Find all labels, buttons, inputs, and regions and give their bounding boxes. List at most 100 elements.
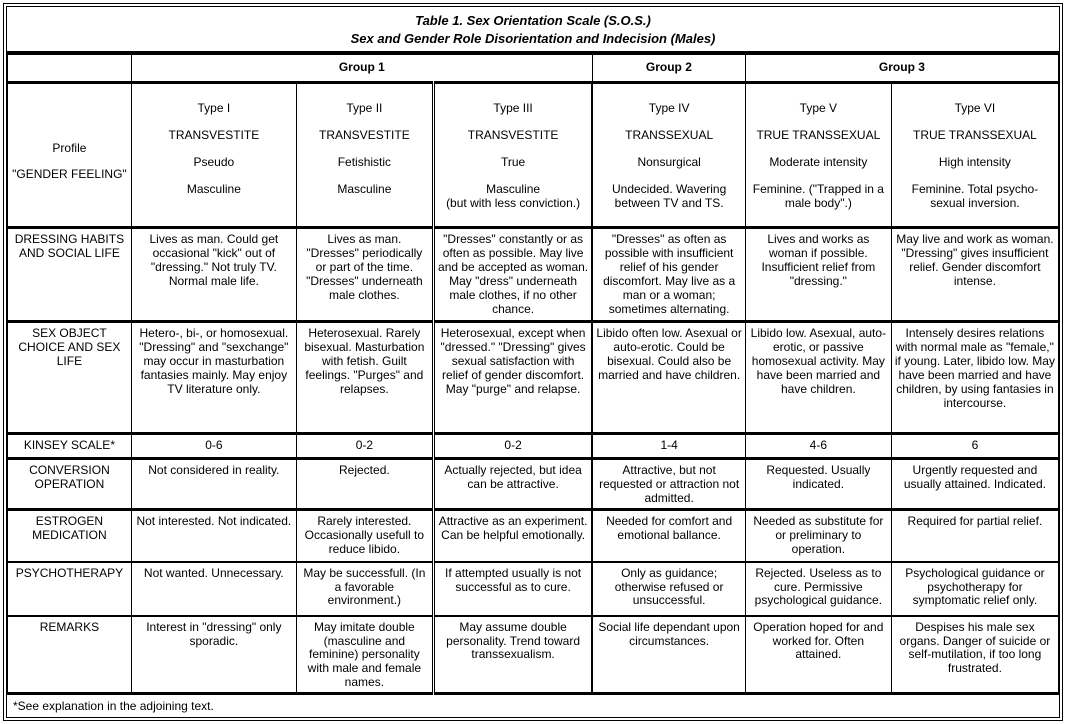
profile-cell-type-iv: Type IV TRANSSEXUAL Nonsurgical Undecide… <box>591 82 746 230</box>
table-cell: 6 <box>890 433 1059 461</box>
type-label: Type II <box>346 101 383 115</box>
group-3-header: Group 3 <box>744 54 1059 85</box>
type-variant: Moderate intensity <box>769 154 868 169</box>
type-feeling: Undecided. Wavering between TV and TS. <box>611 181 727 210</box>
table-cell: May live and work as woman. "Dressing" g… <box>890 227 1059 324</box>
profile-cell-type-vi: Type VI TRUE TRANSSEXUAL High intensity … <box>890 82 1059 230</box>
type-label: Type V <box>799 101 838 115</box>
profile-header-label: Profile <box>52 141 87 155</box>
table-cell: "Dresses" as often as possible with insu… <box>591 227 746 324</box>
row-header-profile: Profile "GENDER FEELING" <box>7 82 132 230</box>
table-cell: Required for partial relief. <box>890 509 1059 563</box>
dressing-habits-row: DRESSING HABITS AND SOCIAL LIFE Lives as… <box>7 227 1059 324</box>
table-cell: Despises his male sex organs. Danger of … <box>890 615 1059 696</box>
table-cell: May imitate double (masculine and femini… <box>295 615 434 696</box>
row-header-conversion-operation: CONVERSION OPERATION <box>7 458 132 512</box>
table-cell: Not considered in reality. <box>130 458 297 512</box>
table-cell: Intensely desires relations with normal … <box>890 321 1059 436</box>
psychotherapy-row: PSYCHOTHERAPY Not wanted. Unnecessary. M… <box>7 561 1059 617</box>
table-cell: Rejected. Useless as to cure. Permissive… <box>744 561 892 617</box>
table-cell: Lives as man. "Dresses" periodically or … <box>295 227 434 324</box>
type-variant: Nonsurgical <box>637 154 701 169</box>
table-cell: Urgently requested and usually attained.… <box>890 458 1059 512</box>
type-feeling: Masculine (but with less conviction.) <box>446 181 581 210</box>
type-variant: Fetishistic <box>337 154 392 169</box>
table-cell: Requested. Usually indicated. <box>744 458 892 512</box>
table-cell: "Dresses" constantly or as often as poss… <box>431 227 593 324</box>
profile-cell-type-ii: Type II TRANSVESTITE Fetishistic Masculi… <box>295 82 434 230</box>
profile-cell-type-iii: Type III TRANSVESTITE True Masculine (bu… <box>431 82 593 230</box>
type-name: TRANSVESTITE <box>168 127 260 142</box>
type-name: TRUE TRANSSEXUAL <box>913 127 1037 142</box>
table-cell: Rarely interested. Occasionally usefull … <box>295 509 434 563</box>
table-cell: Social life dependant upon circumstances… <box>591 615 746 696</box>
profile-cell-type-v: Type V TRUE TRANSSEXUAL Moderate intensi… <box>744 82 892 230</box>
inner-frame: Table 1. Sex Orientation Scale (S.O.S.) … <box>6 6 1060 718</box>
footnotes-block: *See explanation in the adjoining text. … <box>7 695 1059 717</box>
estrogen-medication-row: ESTROGEN MEDICATION Not interested. Not … <box>7 509 1059 563</box>
conversion-operation-row: CONVERSION OPERATION Not considered in r… <box>7 458 1059 512</box>
table-cell: Not interested. Not indicated. <box>130 509 297 563</box>
table-title-line2: Sex and Gender Role Disorientation and I… <box>350 30 716 46</box>
kinsey-scale-row: KINSEY SCALE* 0-6 0-2 0-2 1-4 4-6 6 <box>7 433 1059 461</box>
table-cell: 1-4 <box>591 433 746 461</box>
row-header-sex-object-choice: SEX OBJECT CHOICE AND SEX LIFE <box>7 321 132 436</box>
table-cell: Operation hoped for and worked for. Ofte… <box>744 615 892 696</box>
group-header-row: Group 1 Group 2 Group 3 <box>7 54 1059 85</box>
table-cell: Hetero-, bi-, or homosexual. "Dressing" … <box>130 321 297 436</box>
table-cell: Heterosexual, except when "dressed." "Dr… <box>431 321 593 436</box>
table-cell: If attempted usually is not successful a… <box>431 561 593 617</box>
table-cell: Lives as man. Could get occasional "kick… <box>130 227 297 324</box>
table-cell: Attractive, but not requested or attract… <box>591 458 746 512</box>
type-variant: True <box>500 154 526 169</box>
profile-cell-type-i: Type I TRANSVESTITE Pseudo Masculine <box>130 82 297 230</box>
sos-table: Group 1 Group 2 Group 3 Profile "GENDER … <box>7 54 1059 696</box>
table-cell: 0-2 <box>295 433 434 461</box>
row-header-kinsey-scale: KINSEY SCALE* <box>7 433 132 461</box>
row-header-psychotherapy: PSYCHOTHERAPY <box>7 561 132 617</box>
table-cell: Interest in "dressing" only sporadic. <box>130 615 297 696</box>
corner-cell <box>7 54 132 85</box>
type-name: TRANSVESTITE <box>319 127 410 142</box>
table-cell: May be successfull. (In a favorable envi… <box>295 561 434 617</box>
type-name: TRUE TRANSSEXUAL <box>756 127 881 142</box>
gender-feeling-header-label: "GENDER FEELING" <box>12 166 127 181</box>
footnote-type-0: Type 0: normal sex orientation and ident… <box>13 715 1053 717</box>
table-cell: Heterosexual. Rarely bisexual. Masturbat… <box>295 321 434 436</box>
table-cell: Actually rejected, but idea can be attra… <box>431 458 593 512</box>
type-label: Type III <box>493 101 533 115</box>
row-header-remarks: REMARKS <box>7 615 132 696</box>
table-title-block: Table 1. Sex Orientation Scale (S.O.S.) … <box>7 7 1059 55</box>
table-cell: Lives and works as woman if possible. In… <box>744 227 892 324</box>
type-variant: Pseudo <box>193 154 235 169</box>
type-feeling: Masculine <box>337 181 392 196</box>
table-cell: Not wanted. Unnecessary. <box>130 561 297 617</box>
table-cell: May assume double personality. Trend tow… <box>431 615 593 696</box>
row-header-dressing-habits: DRESSING HABITS AND SOCIAL LIFE <box>7 227 132 324</box>
table-cell: Rejected. <box>295 458 434 512</box>
table-cell: Needed as substitute for or preliminary … <box>744 509 892 563</box>
type-feeling: Feminine. ("Trapped in a male body".) <box>752 181 884 210</box>
table-cell: 0-6 <box>130 433 297 461</box>
type-label: Type VI <box>954 101 996 115</box>
type-name: TRANSSEXUAL <box>625 127 714 142</box>
table-cell: Psychological guidance or psychotherapy … <box>890 561 1059 617</box>
table-cell: 4-6 <box>744 433 892 461</box>
type-variant: High intensity <box>938 154 1011 169</box>
footnote-asterisk: *See explanation in the adjoining text. <box>13 699 214 714</box>
table-cell: Only as guidance; otherwise refused or u… <box>591 561 746 617</box>
table-title-line1: Table 1. Sex Orientation Scale (S.O.S.) <box>415 13 651 28</box>
remarks-row: REMARKS Interest in "dressing" only spor… <box>7 615 1059 696</box>
profile-row: Profile "GENDER FEELING" Type I TRANSVES… <box>7 82 1059 230</box>
type-feeling: Masculine <box>186 181 241 196</box>
outer-frame: Table 1. Sex Orientation Scale (S.O.S.) … <box>3 3 1063 721</box>
type-name: TRANSVESTITE <box>467 127 559 142</box>
table-cell: 0-2 <box>431 433 593 461</box>
table-cell: Needed for comfort and emotional ballanc… <box>591 509 746 563</box>
type-label: Type IV <box>648 101 690 115</box>
group-1-header: Group 1 <box>130 54 593 85</box>
sex-object-choice-row: SEX OBJECT CHOICE AND SEX LIFE Hetero-, … <box>7 321 1059 436</box>
type-feeling: Feminine. Total psycho-sexual inversion. <box>911 181 1039 210</box>
table-cell: Libido low. Asexual, auto-erotic, or pas… <box>744 321 892 436</box>
